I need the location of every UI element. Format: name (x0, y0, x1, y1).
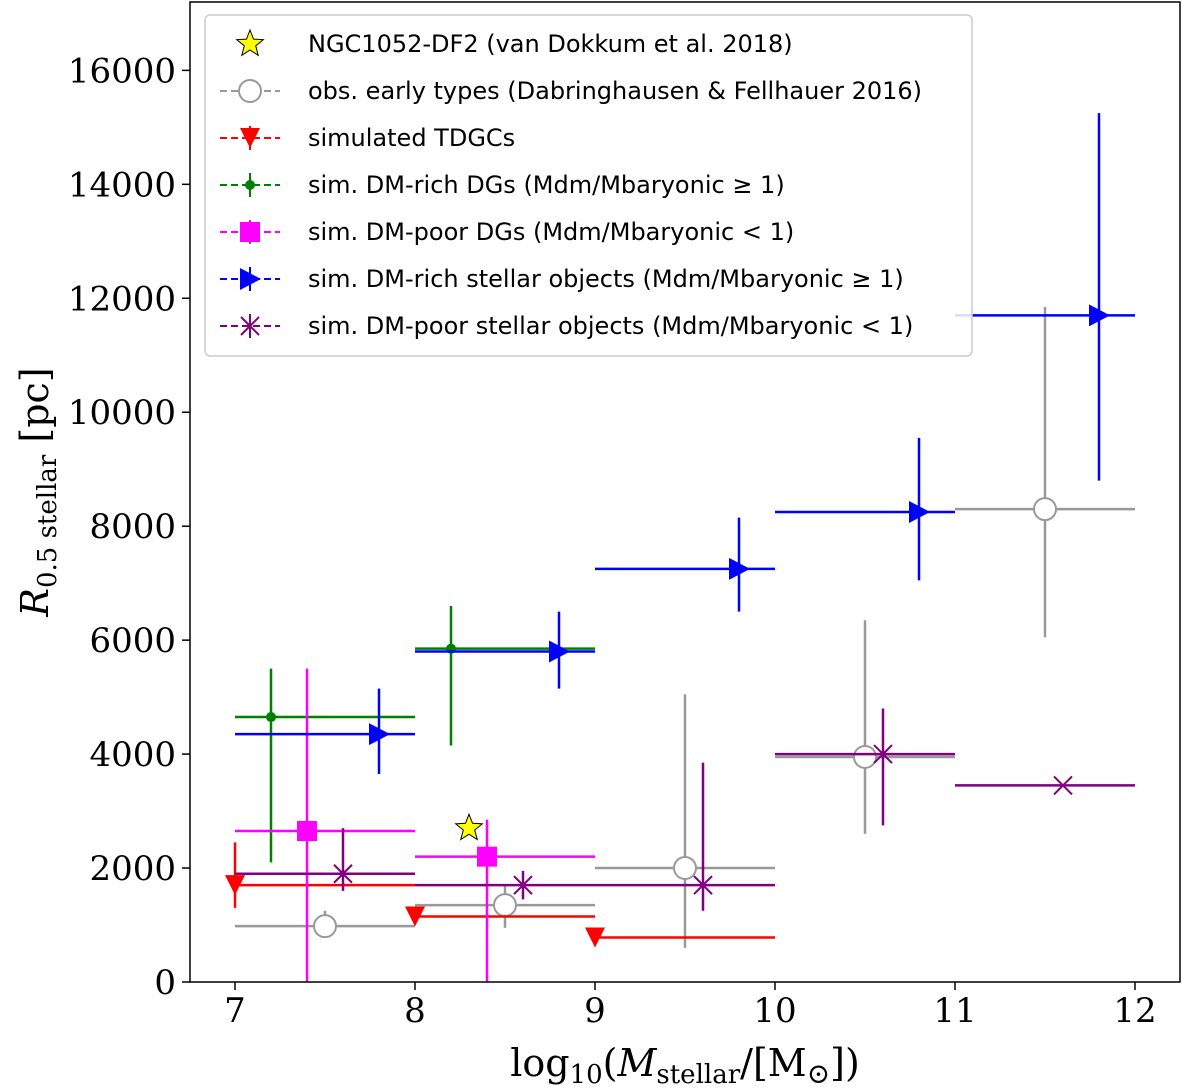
legend-label: obs. early types (Dabringhausen & Fellha… (308, 77, 922, 105)
x-tick-label: 9 (584, 991, 606, 1031)
legend-box (204, 14, 973, 357)
data-point (1089, 304, 1110, 327)
y-tick-label: 14000 (68, 165, 176, 205)
y-tick-label: 8000 (89, 507, 176, 547)
data-point (493, 893, 517, 918)
y-tick-label: 6000 (89, 621, 176, 661)
legend-entry: sim. DM-poor stellar objects (Mdm/Mbaryo… (220, 312, 913, 340)
legend-marker (240, 316, 260, 336)
series-5 (235, 113, 1135, 775)
y-tick-label: 2000 (89, 849, 176, 889)
legend-marker (235, 28, 265, 57)
legend-label: simulated TDGCs (308, 124, 515, 152)
x-tick-label: 10 (753, 991, 796, 1031)
y-tick-label: 0 (154, 963, 176, 1003)
legend-entry: obs. early types (Dabringhausen & Fellha… (220, 77, 922, 105)
legend-marker (245, 180, 255, 190)
data-point (585, 927, 605, 948)
data-point (454, 812, 484, 841)
data-point (673, 856, 697, 881)
legend-marker (240, 268, 261, 290)
y-tick-label: 12000 (68, 279, 176, 319)
data-point (729, 557, 750, 580)
plot-frame (189, 1, 1181, 983)
x-tick-label: 8 (404, 991, 426, 1031)
y-tick-label: 4000 (89, 735, 176, 775)
data-point (1033, 497, 1057, 522)
legend-label: NGC1052-DF2 (van Dokkum et al. 2018) (308, 30, 793, 58)
legend-label: sim. DM-rich DGs (Mdm/Mbaryonic ≥ 1) (308, 171, 785, 199)
data-point (266, 712, 276, 723)
legend-label: sim. DM-poor stellar objects (Mdm/Mbaryo… (308, 312, 913, 340)
data-point (405, 906, 425, 927)
data-point (853, 744, 877, 769)
legend-label: sim. DM-rich stellar objects (Mdm/Mbaryo… (308, 265, 904, 293)
legend: NGC1052-DF2 (van Dokkum et al. 2018) obs.… (204, 14, 973, 357)
legend-entry: NGC1052-DF2 (van Dokkum et al. 2018) (235, 28, 793, 58)
legend-entry: sim. DM-rich stellar objects (Mdm/Mbaryo… (220, 265, 904, 293)
data-point (1053, 775, 1073, 796)
legend-marker (238, 79, 262, 103)
x-tick-label: 12 (1113, 991, 1156, 1031)
x-axis-label: log10(Mstellar/[M⊙]) (510, 1041, 860, 1090)
data-point (549, 640, 570, 663)
legend-entry: simulated TDGCs (220, 124, 515, 152)
data-point (313, 914, 337, 939)
y-tick-label: 16000 (68, 51, 176, 91)
data-point (297, 821, 317, 842)
legend-entry: sim. DM-rich DGs (Mdm/Mbaryonic ≥ 1) (220, 171, 785, 199)
data-point (909, 500, 930, 523)
legend-entry: sim. DM-poor DGs (Mdm/Mbaryonic < 1) (220, 218, 794, 246)
chart-marks (225, 113, 1135, 982)
y-axis-label: R0.5 stellar [pc] (13, 367, 63, 617)
data-point (873, 744, 893, 764)
data-point (477, 846, 497, 867)
legend-marker (240, 222, 260, 242)
series-1 (235, 306, 1135, 948)
data-point (225, 875, 245, 896)
series-2 (225, 842, 775, 948)
y-tick-label: 10000 (68, 393, 176, 433)
x-tick-label: 11 (933, 991, 976, 1031)
legend-marker (240, 128, 260, 148)
data-point (333, 864, 353, 884)
axis-ticks: 7 8 9 10 11 12 0 2000 4000 6000 8000 10000 12000 1400… (68, 51, 1157, 1031)
x-tick-label: 7 (224, 991, 246, 1031)
series-4 (235, 668, 595, 982)
data-point (513, 875, 533, 895)
data-point (369, 723, 390, 746)
data-point (693, 875, 713, 895)
legend-label: sim. DM-poor DGs (Mdm/Mbaryonic < 1) (308, 218, 794, 246)
series-0 (454, 812, 484, 841)
series-6 (235, 708, 1135, 911)
